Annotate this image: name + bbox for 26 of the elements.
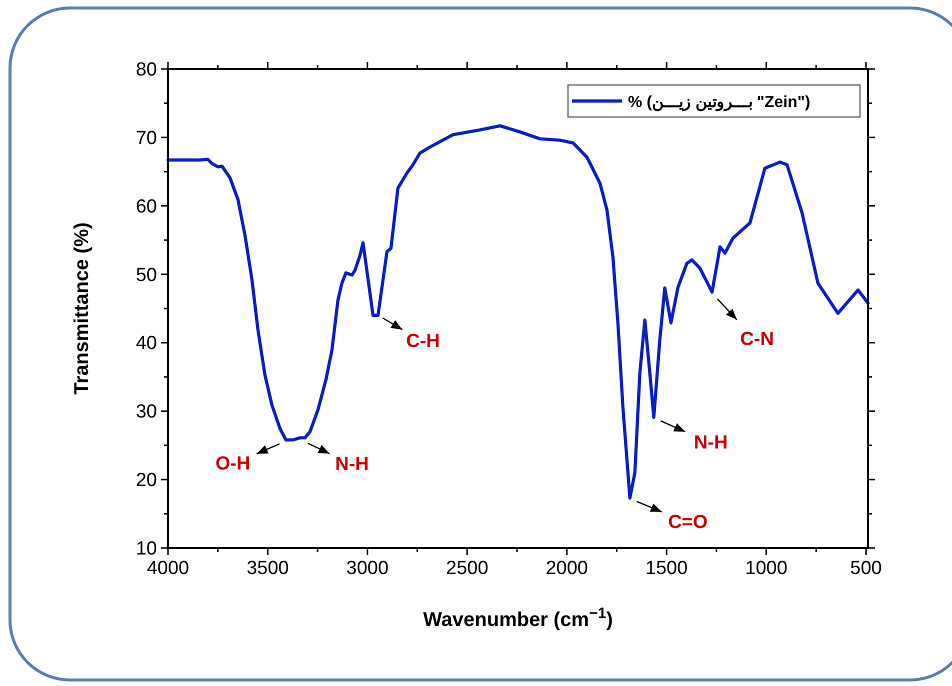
x-tick-label: 1500 [645,558,688,579]
annotation: C-N [740,329,774,350]
x-axis-title: Wavenumber (cm$^{−1}$) [423,604,613,631]
x-tick-label: 3500 [246,558,289,579]
annotation: N-H [335,454,369,475]
annotation: C-H [406,330,440,352]
y-tick-label: 40 [136,333,157,354]
line-series [166,124,870,500]
legend-label: % (بـــروتين زيـــن "Zein") [628,94,810,112]
x-tick-label: 2500 [446,558,488,579]
x-tick-label: 4000 [146,558,190,579]
y-tick-label: 80 [136,60,157,80]
y-axis-title: Transmittance (%) [71,222,93,395]
annotation: C=O [668,512,708,534]
y-tick-label: 50 [136,264,157,286]
y-tick-label: 20 [136,470,157,492]
x-tick-label: 1000 [745,558,788,579]
y-tick-label: 60 [136,196,157,218]
y-tick-label: 10 [136,538,157,560]
x-tick-label: 2000 [546,558,588,579]
y-tick-label: 30 [136,402,157,423]
x-tick-label: 3000 [346,558,389,579]
x-tick-label: 500 [850,558,882,579]
y-tick-label: 70 [136,128,157,149]
annotation: O-H [215,454,250,475]
annotation: N-H [694,432,728,454]
